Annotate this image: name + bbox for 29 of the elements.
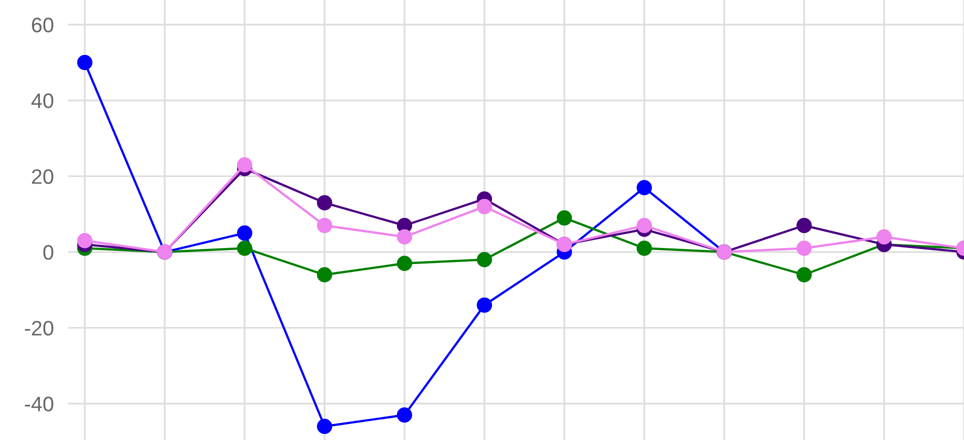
y-tick-label: 0 xyxy=(43,245,54,260)
point xyxy=(476,252,492,268)
point xyxy=(77,233,92,248)
point xyxy=(796,240,812,256)
point xyxy=(396,256,412,272)
point xyxy=(476,198,492,214)
point xyxy=(556,210,572,226)
point xyxy=(316,267,332,282)
point xyxy=(316,195,332,210)
point xyxy=(876,229,892,245)
point xyxy=(77,54,92,70)
point xyxy=(237,157,252,172)
point xyxy=(796,218,812,234)
point xyxy=(636,180,652,196)
y-tick-label: -20 xyxy=(24,320,54,336)
point xyxy=(316,218,332,234)
point xyxy=(316,418,332,434)
point xyxy=(636,240,652,256)
y-tick-label: 40 xyxy=(31,93,54,108)
point xyxy=(476,297,492,313)
y-tick-label: -40 xyxy=(24,396,54,412)
point xyxy=(396,407,412,423)
point xyxy=(396,229,412,245)
point xyxy=(796,267,812,282)
y-tick-label: 60 xyxy=(32,18,54,32)
point xyxy=(636,218,652,234)
y-tick-label: 20 xyxy=(32,169,54,184)
point xyxy=(237,240,252,256)
point xyxy=(237,225,252,241)
